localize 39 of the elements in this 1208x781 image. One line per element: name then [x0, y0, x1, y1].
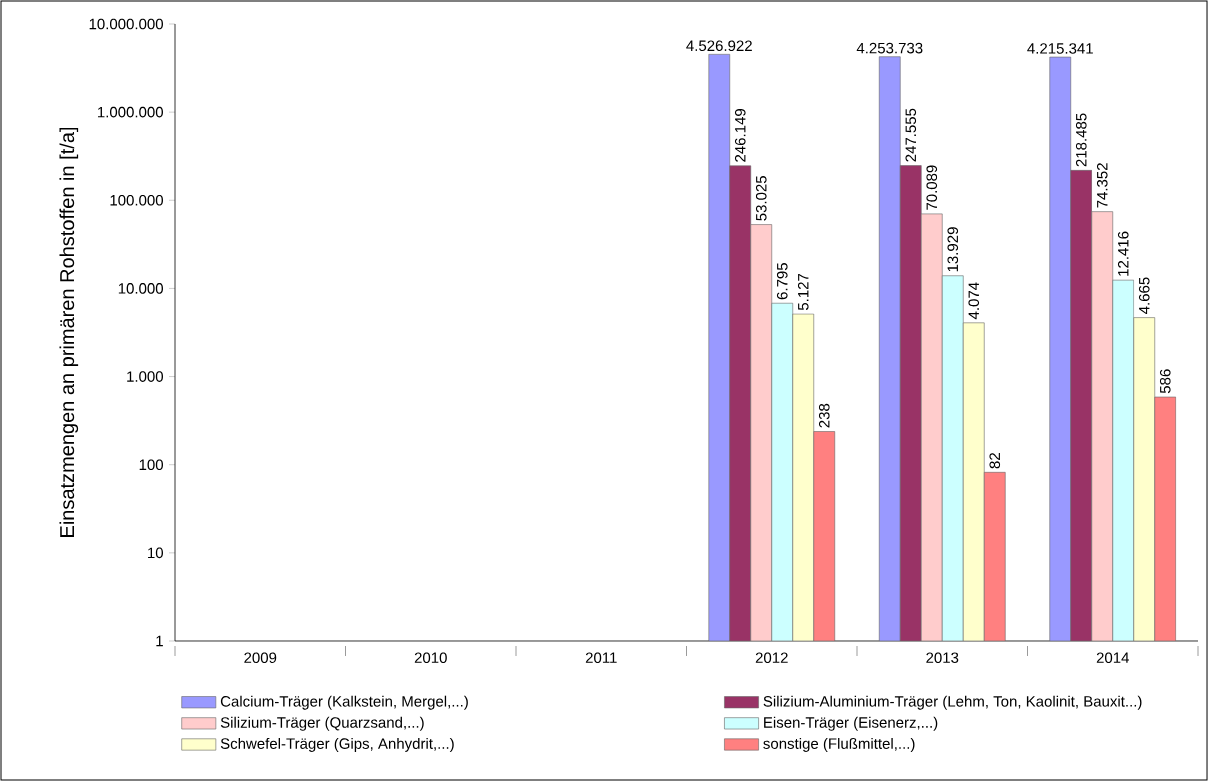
x-tick-label: 2014 [1096, 652, 1129, 664]
data-label: 218.485 [1075, 113, 1087, 167]
data-label: 12.416 [1117, 231, 1129, 276]
data-label: 4.526.922 [686, 40, 752, 52]
x-tick-label: 2012 [755, 652, 788, 664]
x-tick-label: 2010 [414, 652, 447, 664]
data-label: 238 [818, 403, 830, 428]
data-label: 247.555 [905, 108, 917, 162]
data-label: 586 [1159, 369, 1171, 394]
y-tick-label: 100.000 [110, 194, 163, 206]
data-label: 4.074 [968, 282, 980, 320]
data-label: 13.929 [947, 227, 959, 272]
data-label: 4.215.341 [1027, 43, 1093, 54]
legend-label: Silizium-Träger (Quarzsand,...) [220, 716, 424, 731]
y-tick-label: 1.000.000 [98, 106, 163, 118]
data-label: 70.089 [926, 165, 938, 210]
data-label: 246.149 [734, 109, 746, 162]
data-label: 4.253.733 [856, 42, 923, 54]
x-tick-label: 2011 [585, 652, 617, 664]
data-label: 5.127 [797, 273, 809, 311]
x-tick-label: 2013 [926, 652, 959, 664]
y-tick-label: 10 [148, 547, 164, 559]
legend-label: Silizium-Aluminium-Träger (Lehm, Ton, Kaolinit, Bauxit...) [763, 695, 1142, 710]
y-tick-label: 100 [139, 459, 164, 471]
y-tick-label: 10.000.000 [89, 18, 163, 30]
data-label: 74.352 [1096, 163, 1108, 208]
y-tick-label: 1 [156, 635, 163, 647]
data-label: 53.025 [755, 176, 767, 221]
x-tick-label: 2009 [244, 652, 277, 664]
y-tick-label: 1.000 [127, 371, 163, 382]
y-tick-label: 10.000 [118, 283, 163, 294]
data-label: 4.665 [1138, 277, 1150, 314]
legend-label: Eisen-Träger (Eisenerz,...) [764, 716, 938, 731]
legend-label: Calcium-Träger (Kalkstein, Mergel,...) [220, 695, 468, 710]
y-axis-title: Einsatzmengen an primären Rohstoffen in [t/a] [59, 127, 79, 537]
data-label: 82 [989, 453, 1001, 469]
data-label: 6.795 [776, 263, 788, 300]
legend-label: Schwefel-Träger (Gips, Anhydrit,...) [220, 737, 454, 752]
legend-label: sonstige (Flußmittel,...) [763, 737, 915, 752]
